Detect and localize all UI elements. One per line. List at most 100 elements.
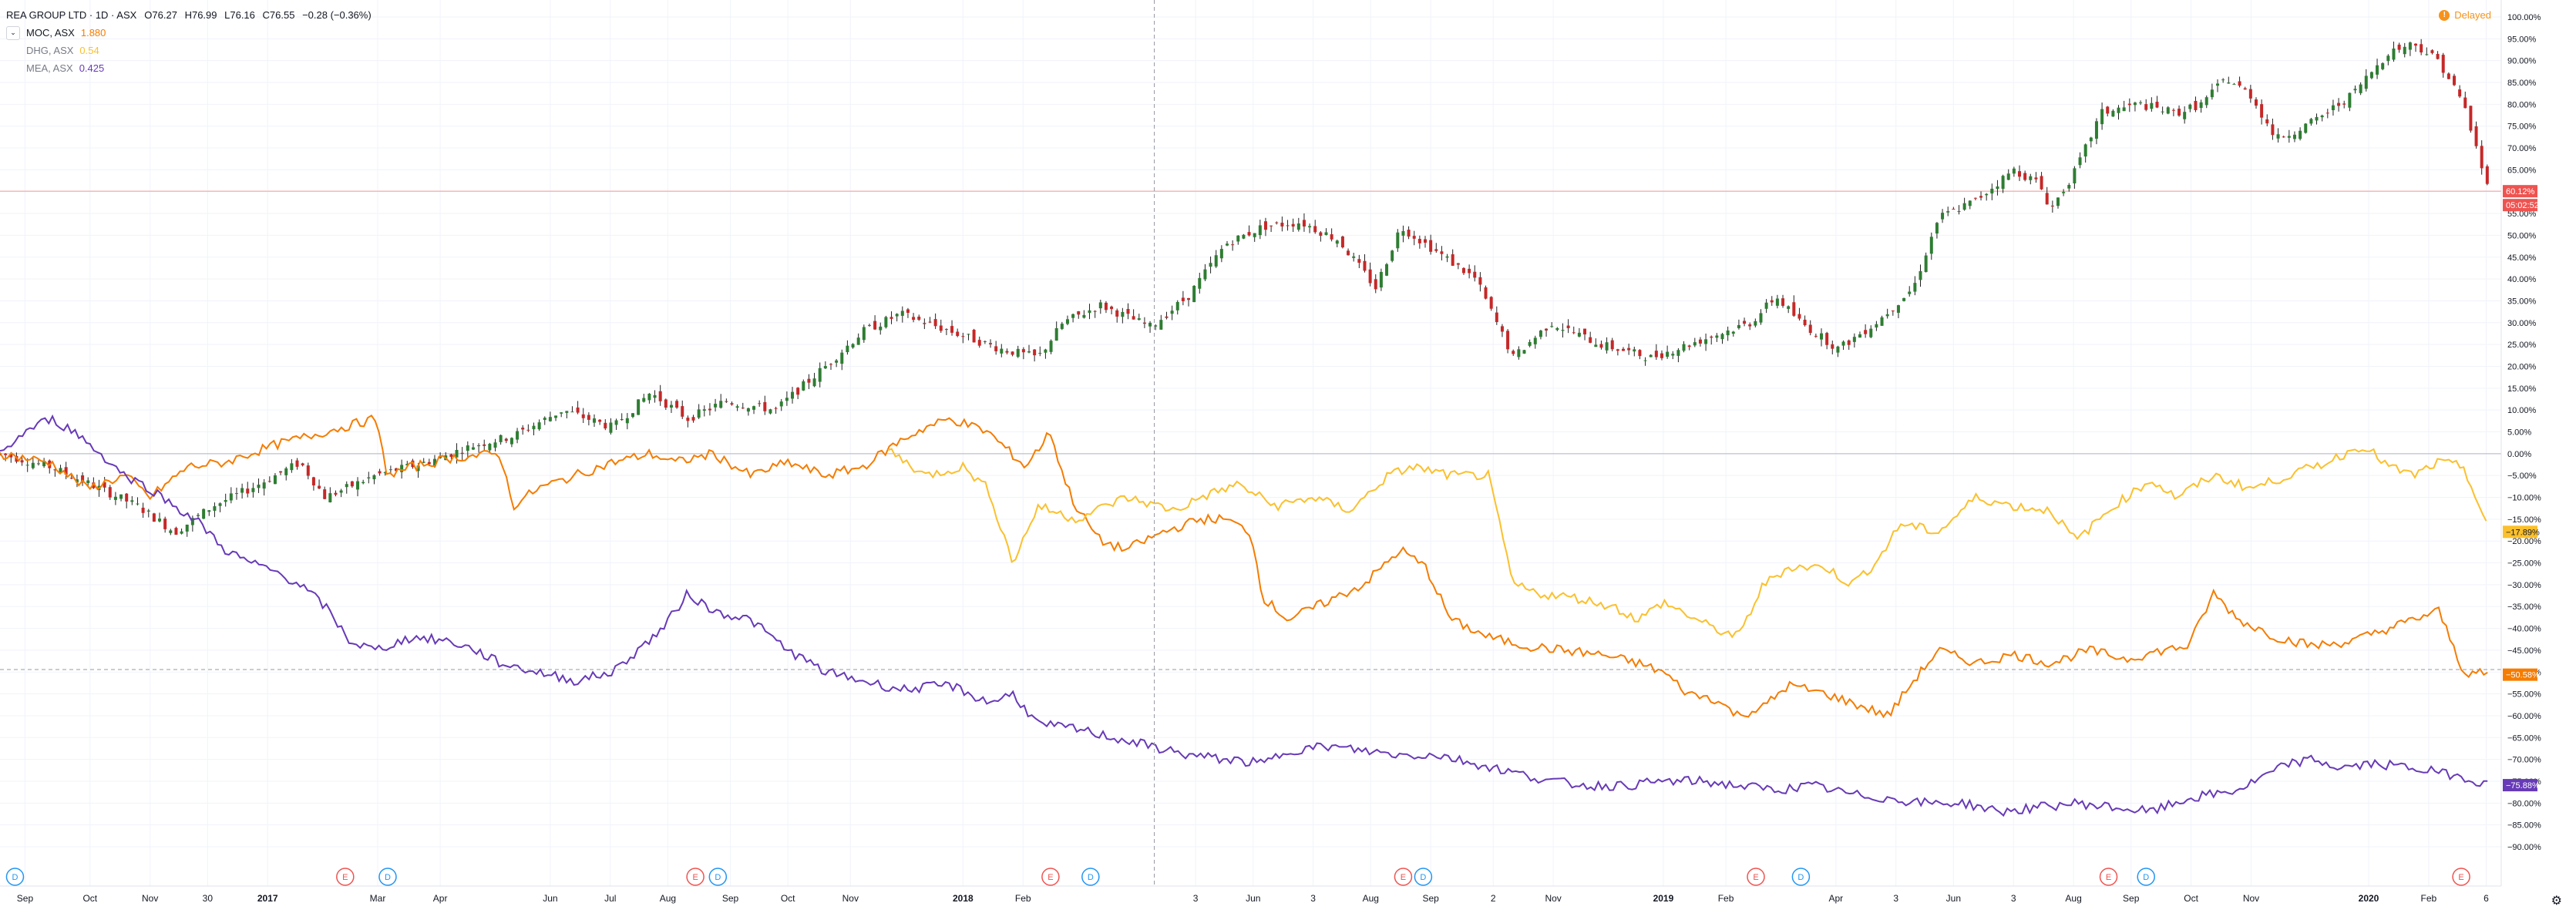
- candle-body: [2243, 88, 2247, 90]
- candle-body: [1754, 321, 1757, 326]
- candle-body: [1698, 339, 1702, 344]
- main-series-row[interactable]: REA GROUP LTD · 1D · ASX O76.27 H76.99 L…: [6, 6, 376, 24]
- compare-row-mea[interactable]: MEA, ASX 0.425: [6, 59, 376, 77]
- time-tick-label: Nov: [142, 893, 158, 904]
- candle-body: [1577, 332, 1581, 337]
- candle-body: [103, 482, 106, 488]
- price-tick-label: 30.00%: [2507, 319, 2537, 328]
- dividend-marker[interactable]: D: [708, 868, 728, 886]
- candle-body: [1660, 353, 1663, 358]
- candle-body: [1054, 327, 1058, 341]
- event-letter: D: [2143, 873, 2149, 882]
- event-letter: E: [1401, 873, 1406, 882]
- earnings-marker[interactable]: E: [686, 868, 705, 886]
- candle-body: [939, 325, 943, 331]
- candle-body: [1187, 297, 1191, 300]
- candle-body: [1731, 331, 1735, 334]
- dividend-icon: [708, 868, 728, 886]
- earnings-marker[interactable]: E: [336, 868, 355, 886]
- time-axis[interactable]: Sep Oct Nov 30 2017 Mar Apr Jun Jul Aug Sep Oct Nov 2…: [0, 885, 2576, 913]
- dividend-marker[interactable]: D: [5, 868, 25, 886]
- candle-body: [846, 345, 849, 353]
- compare-symbol: MOC, ASX: [26, 27, 75, 39]
- earnings-marker[interactable]: E: [1394, 868, 1413, 886]
- time-tick-label: Jun: [1946, 893, 1961, 904]
- dividend-marker[interactable]: D: [1414, 868, 1433, 886]
- candle-body: [961, 336, 965, 337]
- series-line: [887, 448, 2487, 639]
- candle-body: [554, 415, 558, 418]
- event-letter: E: [342, 873, 348, 882]
- candle-body: [604, 422, 607, 429]
- event-letter: E: [1048, 873, 1053, 882]
- candle-body: [928, 321, 932, 323]
- series-layer: [0, 39, 2489, 817]
- dividend-marker[interactable]: D: [2137, 868, 2155, 886]
- symbol-title[interactable]: REA GROUP LTD · 1D · ASX: [6, 9, 137, 21]
- candle-body: [1247, 232, 1251, 236]
- dividend-icon: [5, 868, 25, 886]
- candle-body: [1126, 308, 1130, 314]
- candle-body: [1896, 305, 1900, 313]
- candle-body: [1919, 270, 1922, 280]
- dividend-marker[interactable]: D: [1791, 868, 1811, 886]
- dividend-marker[interactable]: D: [378, 868, 397, 886]
- candle-body: [1165, 316, 1169, 318]
- candle-body: [2122, 107, 2126, 112]
- candle-body: [867, 324, 871, 326]
- earnings-marker[interactable]: E: [2452, 868, 2470, 886]
- series-last-badge: [2503, 779, 2537, 792]
- compare-row-dhg[interactable]: DHG, ASX 0.54: [6, 42, 376, 59]
- settings-gear-icon[interactable]: ⚙: [2551, 895, 2562, 908]
- candle-body: [796, 388, 800, 395]
- close-value: C76.55: [262, 9, 295, 21]
- time-tick-label: Sep: [1422, 893, 1439, 904]
- candle-body: [526, 429, 530, 431]
- candle-body: [1891, 310, 1895, 312]
- candle-body: [2078, 157, 2082, 166]
- candle-body: [2287, 136, 2291, 138]
- candle-body: [1533, 337, 1537, 344]
- time-tick-label: Oct: [781, 893, 795, 904]
- candle-body: [581, 414, 585, 418]
- candle-series: [0, 39, 2489, 537]
- candle-body: [2458, 89, 2462, 97]
- earnings-marker[interactable]: E: [1041, 868, 1060, 886]
- compare-symbol: MEA, ASX: [26, 62, 73, 74]
- candle-body: [2309, 119, 2313, 124]
- candle-body: [2299, 130, 2302, 139]
- candle-body: [2430, 50, 2434, 53]
- dividend-marker[interactable]: D: [1081, 868, 1100, 886]
- compare-row-moc[interactable]: ⌄ MOC, ASX 1.880: [6, 24, 376, 42]
- candle-body: [1132, 316, 1135, 320]
- candle-body: [625, 418, 629, 424]
- candle-body: [1258, 225, 1262, 236]
- earnings-marker[interactable]: E: [1747, 868, 1765, 886]
- candle-body: [504, 438, 508, 441]
- candle-body: [1704, 339, 1708, 344]
- collapse-legend-button[interactable]: ⌄: [6, 25, 20, 40]
- candle-body: [593, 418, 597, 423]
- candle-body: [1021, 349, 1025, 353]
- candle-body: [1154, 325, 1158, 327]
- delayed-badge[interactable]: ! Delayed: [2439, 9, 2491, 21]
- candle-body: [1792, 302, 1796, 316]
- series-last-label: −17.89%: [2506, 528, 2540, 537]
- earnings-marker[interactable]: E: [2099, 868, 2118, 886]
- candle-body: [614, 420, 618, 425]
- candle-body: [1831, 344, 1834, 349]
- candle-body: [791, 391, 795, 399]
- candle-body: [1302, 220, 1306, 227]
- candle-body: [818, 368, 822, 382]
- price-axis[interactable]: 100.00% 95.00% 90.00% 85.00% 80.00% 75.00% 70.…: [2500, 0, 2576, 913]
- candle-body: [1170, 310, 1174, 314]
- candle-body: [31, 462, 35, 468]
- candle-body: [752, 406, 756, 410]
- candle-body: [1434, 249, 1438, 251]
- candle-body: [1011, 351, 1014, 355]
- candle-body: [1517, 349, 1521, 357]
- reference-lines: [0, 190, 2501, 455]
- candle-body: [956, 331, 960, 337]
